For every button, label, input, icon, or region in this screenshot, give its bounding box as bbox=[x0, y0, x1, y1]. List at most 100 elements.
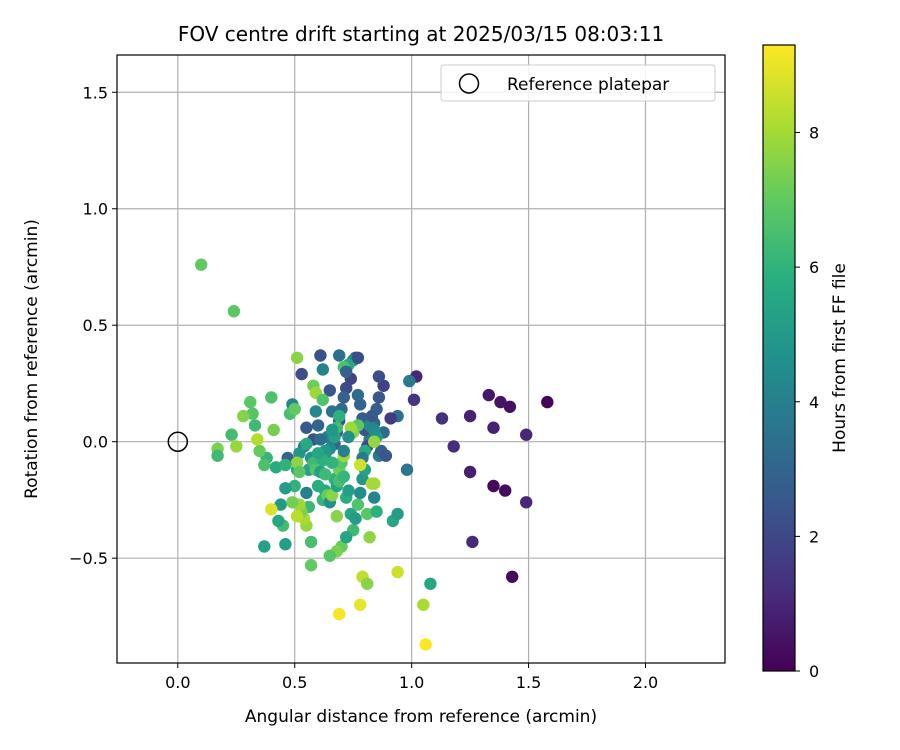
data-point bbox=[494, 395, 507, 409]
data-point bbox=[272, 514, 285, 528]
data-point bbox=[463, 465, 477, 479]
data-point bbox=[325, 489, 339, 502]
colorbar-gradient bbox=[762, 44, 796, 672]
data-point bbox=[370, 505, 383, 518]
data-point bbox=[246, 407, 259, 420]
colorbar-tick-label: 2 bbox=[809, 527, 819, 546]
legend: Reference platepar bbox=[440, 64, 716, 102]
data-point bbox=[372, 370, 386, 383]
data-point bbox=[354, 398, 367, 411]
data-point bbox=[466, 535, 479, 549]
x-tick-label: 2.0 bbox=[633, 673, 658, 692]
x-tick-label: 0.5 bbox=[282, 673, 307, 692]
data-point bbox=[258, 458, 271, 472]
data-point bbox=[279, 482, 292, 495]
data-point bbox=[333, 349, 346, 362]
data-point bbox=[368, 477, 381, 490]
y-tick-label: 0.0 bbox=[83, 433, 108, 452]
data-point bbox=[403, 374, 416, 388]
data-point bbox=[520, 428, 533, 441]
data-point bbox=[463, 409, 477, 423]
data-point bbox=[349, 512, 362, 525]
data-point bbox=[342, 484, 355, 497]
data-point bbox=[377, 379, 390, 392]
data-point bbox=[361, 507, 374, 521]
x-tick-label: 1.5 bbox=[516, 673, 541, 692]
data-point bbox=[286, 496, 299, 509]
colorbar-tick-label: 6 bbox=[809, 258, 819, 277]
data-point bbox=[300, 437, 313, 451]
data-point bbox=[290, 351, 304, 364]
data-point bbox=[227, 305, 241, 318]
y-tick-label: 0.5 bbox=[83, 316, 108, 335]
data-points bbox=[195, 258, 554, 651]
data-point bbox=[435, 412, 449, 425]
data-point bbox=[417, 598, 430, 611]
y-tick-label: −0.5 bbox=[69, 549, 108, 568]
data-point bbox=[351, 388, 365, 402]
data-point bbox=[368, 491, 381, 504]
colorbar-label: Hours from first FF file bbox=[830, 263, 850, 453]
data-point bbox=[372, 391, 386, 404]
data-point bbox=[323, 549, 336, 562]
data-point bbox=[400, 463, 414, 476]
reference-marker bbox=[167, 431, 189, 452]
data-point bbox=[424, 577, 437, 590]
data-point bbox=[379, 449, 393, 462]
chart-title: FOV centre drift starting at 2025/03/15 … bbox=[178, 22, 664, 46]
colorbar-tick-label: 8 bbox=[809, 124, 819, 143]
data-point bbox=[316, 393, 329, 406]
legend-marker bbox=[458, 73, 480, 94]
legend-box bbox=[440, 64, 716, 102]
data-point bbox=[279, 538, 292, 551]
data-point bbox=[351, 351, 365, 364]
data-point bbox=[337, 470, 350, 483]
y-axis-label: Rotation from reference (arcmin) bbox=[22, 219, 42, 499]
data-point bbox=[195, 258, 208, 271]
colorbar-tick-label: 4 bbox=[809, 393, 819, 412]
data-point bbox=[541, 395, 554, 409]
data-point bbox=[361, 577, 374, 590]
data-point bbox=[293, 447, 306, 460]
data-point bbox=[253, 444, 266, 458]
data-point bbox=[354, 598, 367, 611]
data-point bbox=[311, 447, 325, 460]
data-point bbox=[363, 531, 376, 544]
data-point bbox=[248, 419, 262, 432]
data-point bbox=[337, 391, 350, 404]
x-tick-label: 1.0 bbox=[399, 673, 424, 692]
data-point bbox=[356, 472, 369, 486]
data-point bbox=[407, 393, 421, 406]
data-point bbox=[251, 433, 264, 446]
data-point bbox=[368, 435, 381, 448]
data-point bbox=[482, 388, 495, 402]
data-point bbox=[351, 498, 365, 511]
data-point bbox=[330, 510, 343, 523]
data-point bbox=[237, 409, 250, 423]
data-point bbox=[487, 479, 500, 493]
data-point bbox=[354, 458, 367, 472]
data-point bbox=[314, 349, 327, 362]
data-point bbox=[365, 409, 379, 423]
data-point bbox=[333, 409, 346, 423]
data-point bbox=[300, 421, 313, 434]
plot-frame bbox=[116, 54, 726, 664]
legend-label: Reference platepar bbox=[507, 75, 669, 95]
data-point bbox=[265, 503, 278, 516]
data-point bbox=[419, 638, 432, 651]
data-point bbox=[318, 468, 332, 481]
data-point bbox=[344, 421, 357, 434]
data-point bbox=[325, 423, 339, 437]
data-point bbox=[340, 531, 353, 544]
data-point bbox=[309, 405, 322, 418]
data-point bbox=[337, 444, 350, 458]
data-point bbox=[304, 535, 318, 549]
colorbar-ticks: 0 2 4 6 8 bbox=[795, 124, 819, 681]
data-point bbox=[520, 496, 533, 509]
data-point bbox=[288, 479, 301, 493]
data-point bbox=[354, 486, 367, 500]
colorbar: 0 2 4 6 8 Hours from first FF file bbox=[762, 44, 850, 681]
data-point bbox=[211, 449, 224, 462]
y-axis-ticks: −0.5 0.0 0.5 1.0 1.5 bbox=[69, 83, 117, 568]
